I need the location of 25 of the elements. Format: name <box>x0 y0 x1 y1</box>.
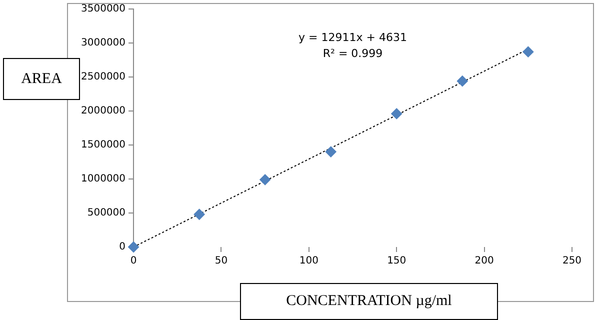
y-tick-label: 1000000 <box>80 174 126 185</box>
point <box>194 208 205 220</box>
x-tick-label: 250 <box>562 256 582 267</box>
point <box>456 76 468 87</box>
point <box>391 108 402 120</box>
x-tick-label: 50 <box>214 256 228 267</box>
annotation: y = 12911x + 4631 <box>298 30 407 44</box>
point <box>522 46 534 58</box>
y-tick-label: 2500000 <box>80 72 126 83</box>
y-tick-label: 3000000 <box>80 38 126 49</box>
x-tick-label: 0 <box>130 256 137 267</box>
y-axis-title: AREA <box>3 58 80 100</box>
point <box>128 242 140 252</box>
y-tick-label: 2000000 <box>80 106 126 117</box>
y-tick-label: 0 <box>119 242 126 253</box>
annotation: R² = 0.999 <box>322 46 383 60</box>
x-axis-title: CONCENTRATION µg/ml <box>240 283 498 320</box>
x-tick-label: 100 <box>299 256 318 267</box>
x-tick-label: 150 <box>387 256 406 267</box>
point <box>325 146 336 158</box>
y-tick-label: 500000 <box>87 208 126 219</box>
point <box>260 174 271 186</box>
y-tick-label: 3500000 <box>80 4 126 15</box>
x-tick-label: 200 <box>474 256 494 267</box>
y-tick-label: 1500000 <box>80 140 126 151</box>
